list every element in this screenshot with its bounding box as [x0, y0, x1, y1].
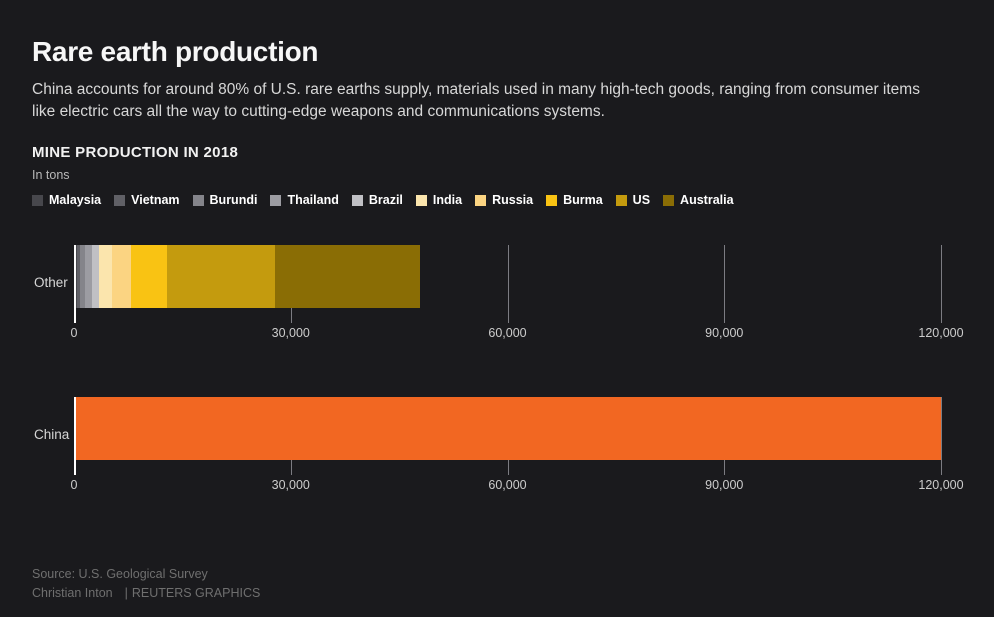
tick-label-60000: 60,000 [488, 326, 527, 340]
legend-swatch-vietnam [114, 194, 126, 206]
gridline-120000 [941, 245, 942, 323]
legend-label: Burma [563, 193, 603, 207]
tick-label-60000: 60,000 [488, 478, 527, 492]
bar-segment-india [99, 245, 113, 308]
bar-segment-russia [112, 245, 131, 308]
plot-area: 0 30,000 60,000 90,000 120,000 [70, 397, 964, 493]
legend-swatch-russia [475, 194, 487, 206]
legend-label: Malaysia [49, 193, 102, 207]
tick-label-30000: 30,000 [271, 478, 310, 492]
legend-item-burundi: Burundi [192, 193, 258, 207]
legend-item-australia: Australia [663, 193, 734, 207]
legend-swatch-india [415, 194, 427, 206]
legend-swatch-burma [546, 194, 558, 206]
page-title: Rare earth production [32, 36, 319, 67]
tick-label-120000: 120,000 [918, 326, 964, 340]
bar-segment-malaysia [76, 245, 78, 308]
section-title: MINE PRODUCTION IN 2018 [32, 144, 239, 161]
legend-swatch-australia [663, 194, 675, 206]
tick-label-0: 0 [70, 326, 78, 340]
page-subtitle: China accounts for around 80% of U.S. ra… [32, 81, 920, 120]
legend-swatch-brazil [351, 194, 363, 206]
row-label-other: Other [34, 275, 68, 290]
tick-label-90000: 90,000 [705, 326, 744, 340]
byline-separator: | [124, 586, 128, 600]
legend-swatch-thailand [270, 194, 282, 206]
bar-other [76, 245, 420, 308]
legend-item-brazil: Brazil [351, 193, 403, 207]
bar-segment-vietnam [77, 245, 81, 308]
legend-swatch-malaysia [32, 194, 43, 206]
legend-label: Australia [680, 193, 734, 207]
tick-label-30000: 30,000 [271, 326, 310, 340]
bar-segment-brazil [91, 245, 100, 308]
legend-item-us: US [615, 193, 651, 207]
legend-label: Vietnam [131, 193, 180, 207]
bar-china [76, 397, 941, 460]
legend-item-india: India [415, 193, 463, 207]
chart-china: China 0 30,000 60,000 90,000 120,000 [32, 397, 964, 493]
bar-segment-china [76, 397, 941, 460]
tick-label-0: 0 [70, 478, 78, 492]
legend-item-burma: Burma [546, 193, 603, 207]
legend-label: US [632, 193, 651, 207]
tick-label-120000: 120,000 [918, 478, 964, 492]
legend-label: India [432, 193, 463, 207]
tick-label-90000: 90,000 [705, 478, 744, 492]
zero-axis-line [74, 245, 76, 323]
byline-line: Christian Inton | REUTERS GRAPHICS [32, 584, 260, 603]
bar-segment-burma [130, 245, 167, 308]
chart-other: Other 0 30,000 60,000 90,000 120,000 [32, 245, 964, 341]
legend-item-vietnam: Vietnam [114, 193, 180, 207]
plot-area: 0 30,000 60,000 90,000 120,000 [70, 245, 964, 341]
legend-swatch-burundi [192, 194, 204, 206]
bar-segment-us [166, 245, 276, 308]
brand: REUTERS GRAPHICS [131, 586, 261, 600]
gridline-60000 [507, 245, 509, 323]
legend-label: Thailand [287, 193, 339, 207]
row-label-china: China [34, 427, 70, 442]
source-line: Source: U.S. Geological Survey [32, 567, 208, 581]
zero-axis-line [74, 397, 76, 475]
legend-label: Brazil [368, 193, 403, 207]
footer: Source: U.S. Geological Survey Christian… [32, 565, 260, 603]
legend-item-russia: Russia [475, 193, 533, 207]
gridline-120000 [941, 397, 942, 475]
legend-item-malaysia: Malaysia [32, 193, 101, 207]
legend-item-thailand: Thailand [270, 193, 339, 207]
bar-segment-australia [275, 245, 420, 308]
unit-label: In tons [32, 168, 70, 182]
legend-swatch-us [615, 194, 627, 206]
legend-label: Burundi [209, 193, 258, 207]
legend-label: Russia [492, 193, 534, 207]
bar-segment-thailand [84, 245, 92, 308]
legend: Malaysia Vietnam Burundi Thailand Brazil Indi… [32, 193, 962, 207]
gridline-90000 [724, 245, 726, 323]
byline: Christian Inton [32, 586, 113, 600]
bar-segment-burundi [80, 245, 85, 308]
